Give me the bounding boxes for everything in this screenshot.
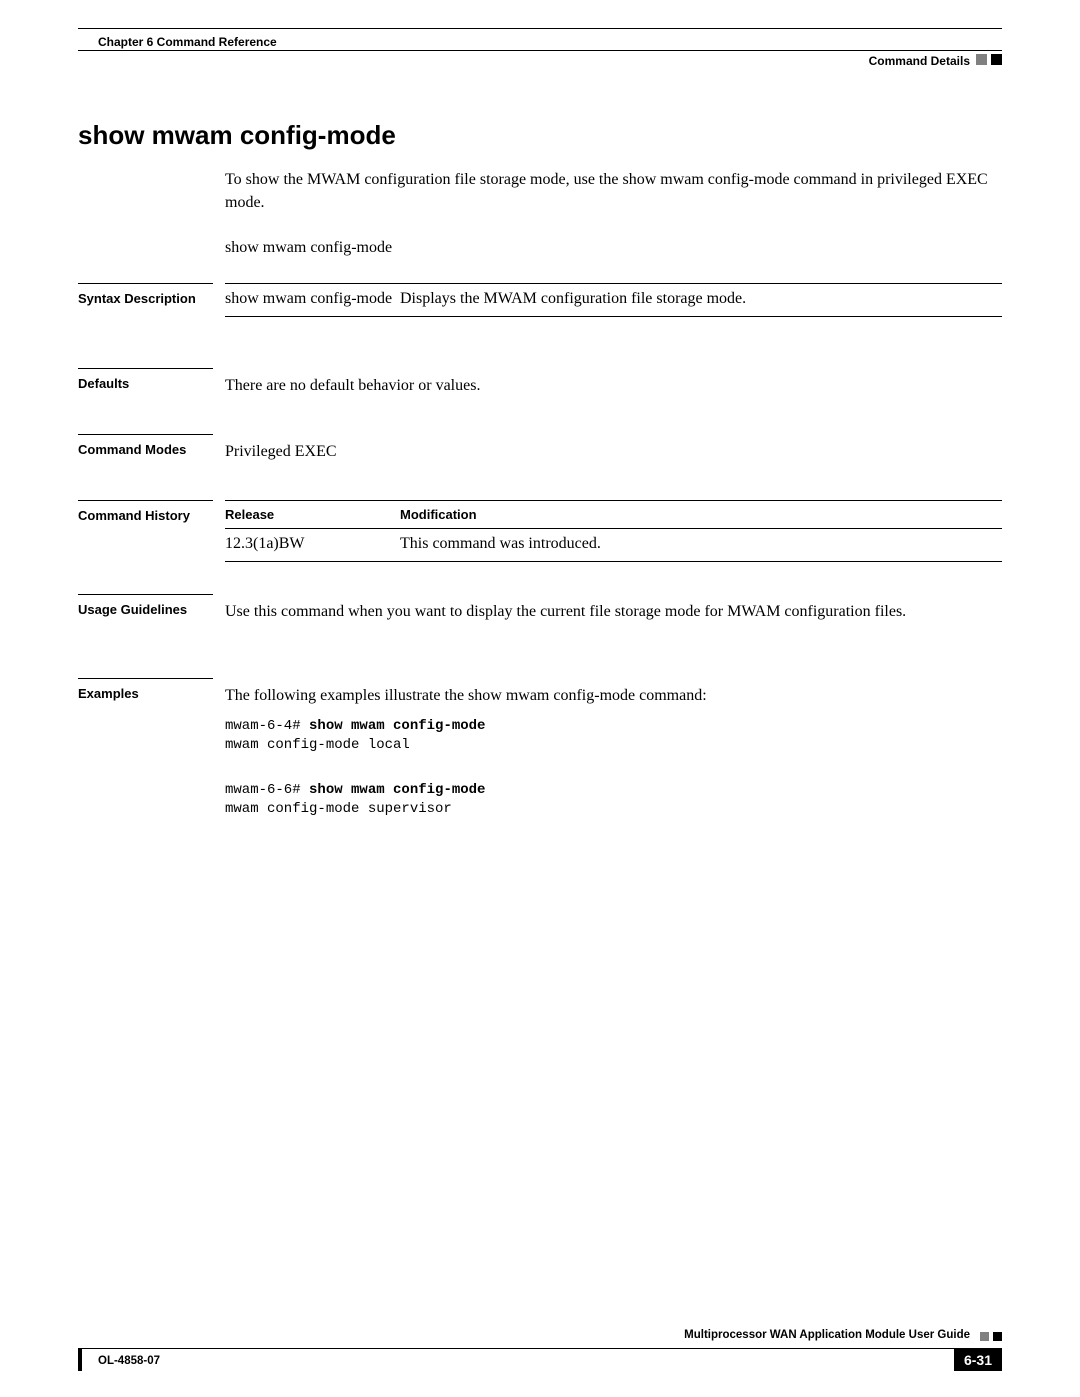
usage-label: Usage Guidelines: [78, 602, 187, 617]
footer-marker-box-gray: [980, 1332, 989, 1341]
command-title: show mwam config-mode: [78, 120, 396, 151]
history-rule-bottom: [225, 561, 1002, 562]
example-1-prompt: mwam-6-4#: [225, 718, 309, 734]
history-modification: This command was introduced.: [400, 529, 1002, 561]
defaults-label-rule: [78, 368, 213, 369]
footer-left-bar: [78, 1349, 82, 1371]
header-chapter: Chapter 6 Command Reference: [98, 35, 277, 49]
modes-label: Command Modes: [78, 442, 186, 457]
example-2: mwam-6-6# show mwam config-mode mwam con…: [225, 781, 1002, 819]
header-marker-box-dark: [991, 54, 1002, 65]
header-rule-top: [78, 28, 1002, 29]
example-2-out: mwam config-mode supervisor: [225, 801, 452, 817]
header-section: Command Details: [869, 54, 970, 68]
syntax-label: Syntax Description: [78, 291, 196, 306]
syntax-row: show mwam config-mode Displays the MWAM …: [225, 284, 1002, 316]
header-rule-bottom: [78, 50, 1002, 51]
header-marker-box-gray: [976, 54, 987, 65]
syntax-arg: show mwam config-mode: [225, 290, 400, 308]
history-head-modification: Modification: [400, 501, 1002, 528]
footer-guide-title: Multiprocessor WAN Application Module Us…: [684, 1329, 970, 1341]
modes-label-rule: [78, 434, 213, 435]
syntax-label-rule: [78, 283, 213, 284]
history-head-release: Release: [225, 501, 400, 528]
intro-paragraph: To show the MWAM configuration file stor…: [225, 168, 1002, 214]
history-header-row: Release Modification: [225, 501, 1002, 528]
example-1-cmd: show mwam config-mode: [309, 718, 485, 734]
history-label: Command History: [78, 508, 190, 523]
defaults-text: There are no default behavior or values.: [225, 374, 1002, 397]
history-table: Release Modification 12.3(1a)BW This com…: [225, 500, 1002, 562]
intro-block: To show the MWAM configuration file stor…: [225, 168, 1002, 260]
history-release: 12.3(1a)BW: [225, 529, 400, 561]
syntax-desc: Displays the MWAM configuration file sto…: [400, 290, 1002, 308]
history-label-rule: [78, 500, 213, 501]
example-2-prompt: mwam-6-6#: [225, 782, 309, 798]
syntax-table: show mwam config-mode Displays the MWAM …: [225, 283, 1002, 317]
example-1-out: mwam config-mode local: [225, 737, 410, 753]
intro-command-line: show mwam config-mode: [225, 236, 1002, 259]
examples-block: The following examples illustrate the sh…: [225, 684, 1002, 819]
examples-intro: The following examples illustrate the sh…: [225, 684, 1002, 707]
examples-label: Examples: [78, 686, 139, 701]
footer-page-number: 6-31: [954, 1349, 1002, 1371]
usage-label-rule: [78, 594, 213, 595]
page: Chapter 6 Command Reference Command Deta…: [0, 0, 1080, 1397]
examples-label-rule: [78, 678, 213, 679]
usage-text: Use this command when you want to displa…: [225, 600, 1002, 623]
footer-doc-number: OL-4858-07: [98, 1355, 160, 1367]
example-2-cmd: show mwam config-mode: [309, 782, 485, 798]
footer-marker-box-dark: [993, 1332, 1002, 1341]
history-row: 12.3(1a)BW This command was introduced.: [225, 529, 1002, 561]
example-1: mwam-6-4# show mwam config-mode mwam con…: [225, 717, 1002, 755]
modes-text: Privileged EXEC: [225, 440, 1002, 463]
footer-rule: [78, 1348, 1002, 1349]
syntax-rule-bottom: [225, 316, 1002, 317]
defaults-label: Defaults: [78, 376, 129, 391]
